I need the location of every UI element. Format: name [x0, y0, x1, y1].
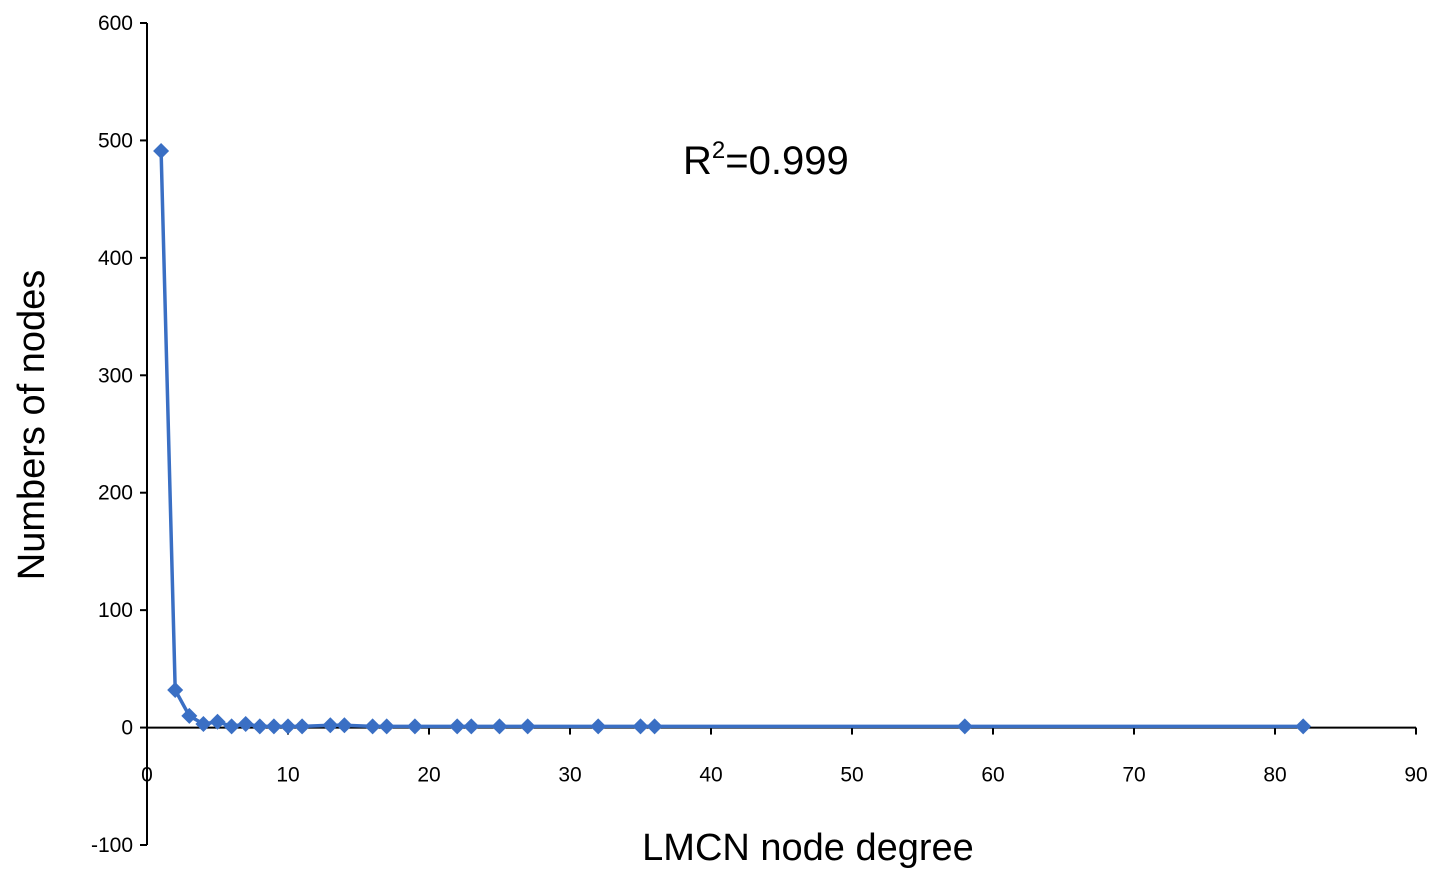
y-tick-label: 100	[98, 599, 133, 622]
x-tick-label: 90	[1404, 764, 1427, 787]
data-point-marker	[463, 718, 480, 735]
x-axis-title: LMCN node degree	[642, 827, 974, 869]
y-tick-label: 400	[98, 247, 133, 270]
data-point-marker	[491, 718, 508, 735]
annotation-base: R	[683, 139, 712, 183]
y-tick-label: 500	[98, 129, 133, 152]
data-point-marker	[209, 713, 226, 730]
x-tick-label: 60	[981, 764, 1004, 787]
y-tick-label: 600	[98, 12, 133, 35]
x-tick-label: 10	[276, 764, 299, 787]
y-axis-title: Numbers of nodes	[11, 270, 53, 581]
x-tick-label: 70	[1122, 764, 1145, 787]
x-tick-label: 20	[417, 764, 440, 787]
x-tick-label: 40	[699, 764, 722, 787]
annotation-rest: =0.999	[725, 139, 848, 183]
data-point-marker	[265, 718, 282, 735]
x-tick-label: 30	[558, 764, 581, 787]
data-point-marker	[294, 718, 311, 735]
data-point-marker	[181, 707, 198, 724]
data-point-marker	[167, 681, 184, 698]
annotation-superscript: 2	[712, 137, 725, 164]
data-point-marker	[632, 718, 649, 735]
x-tick-label: 0	[141, 764, 153, 787]
data-point-marker	[195, 716, 212, 733]
data-point-marker	[646, 718, 663, 735]
r-squared-annotation: R2=0.999	[683, 137, 849, 183]
data-point-marker	[364, 718, 381, 735]
x-tick-label: 50	[840, 764, 863, 787]
data-point-marker	[237, 716, 254, 733]
data-point-marker	[378, 718, 395, 735]
data-point-marker	[1295, 718, 1312, 735]
ticks: -100 0 100 200 300 400 500 600 0 10 20 30 40 50 60 70 80…	[91, 12, 1428, 857]
y-tick-label: 300	[98, 364, 133, 387]
y-tick-label: 200	[98, 482, 133, 505]
data-point-marker	[449, 718, 466, 735]
data-point-marker	[406, 718, 423, 735]
x-tick-label: 80	[1263, 764, 1286, 787]
data-point-marker	[223, 718, 240, 735]
data-point-marker	[956, 718, 973, 735]
data-point-marker	[590, 718, 607, 735]
data-point-marker	[519, 718, 536, 735]
y-tick-label: -100	[91, 834, 133, 857]
data-point-marker	[322, 717, 339, 734]
series-line	[159, 150, 1304, 729]
y-tick-label: 0	[121, 717, 133, 740]
data-point-marker	[153, 142, 170, 159]
data-point-marker	[251, 718, 268, 735]
series	[153, 142, 1312, 735]
data-point-marker	[336, 717, 353, 734]
data-point-marker	[280, 718, 296, 735]
